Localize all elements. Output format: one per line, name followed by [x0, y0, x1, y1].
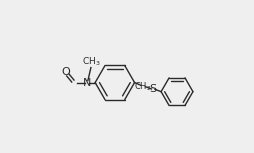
Text: O: O — [61, 67, 70, 77]
Text: CH$_2$: CH$_2$ — [134, 80, 152, 93]
Text: N: N — [83, 78, 91, 88]
Text: S: S — [150, 84, 157, 94]
Text: CH$_3$: CH$_3$ — [82, 56, 101, 68]
